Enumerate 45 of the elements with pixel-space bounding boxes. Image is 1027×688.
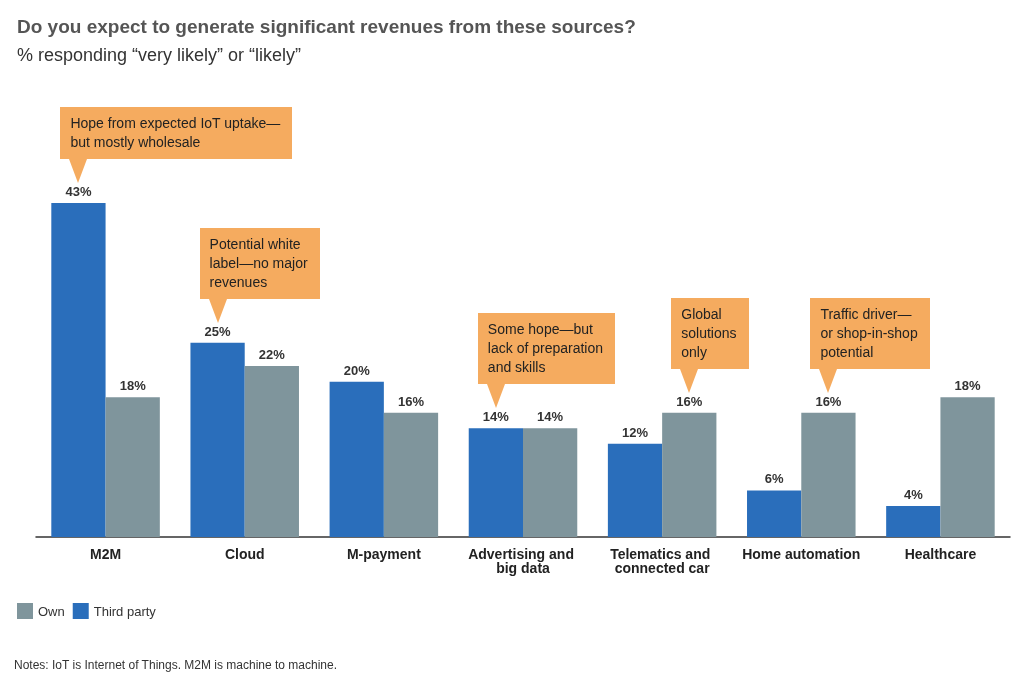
legend-label: Own bbox=[38, 603, 65, 619]
bar bbox=[801, 412, 856, 537]
data-label: 14% bbox=[482, 409, 510, 425]
annotation: Global solutions only bbox=[671, 297, 749, 369]
chart-title: Do you expect to generate significant revenues from these sources? bbox=[17, 16, 636, 37]
x-tick-label: M2M bbox=[90, 546, 122, 562]
bar bbox=[940, 397, 995, 537]
bar bbox=[244, 366, 299, 537]
data-label: 6% bbox=[764, 471, 784, 487]
bar bbox=[523, 428, 578, 537]
x-tick-label: Cloud bbox=[224, 546, 265, 562]
bar bbox=[747, 490, 802, 537]
text: Notes: IoT is Internet of Things. M2M is machine to machine. bbox=[14, 658, 338, 672]
data-label: 20% bbox=[343, 362, 371, 378]
bar bbox=[51, 203, 106, 537]
data-label: 16% bbox=[676, 393, 703, 409]
x-tick-label: Healthcare bbox=[904, 546, 977, 562]
bar bbox=[383, 412, 439, 537]
data-label: 4% bbox=[903, 486, 924, 502]
data-label: 43% bbox=[65, 184, 92, 199]
legend-label: Third party bbox=[93, 603, 157, 619]
annotation: Some hope—but lack of preparation and skills bbox=[477, 313, 616, 385]
x-tick-label: Advertising and big data bbox=[468, 546, 578, 576]
chart-subtitle: % responding “very likely” or “likely” bbox=[17, 45, 302, 65]
data-label: 18% bbox=[119, 378, 147, 394]
annotation: Potential white label—no major revenues bbox=[199, 227, 320, 299]
x-tick-label: Home automation bbox=[742, 546, 861, 562]
x-tick-label: M-payment bbox=[346, 546, 422, 562]
data-label: 18% bbox=[954, 378, 982, 394]
data-label: 16% bbox=[815, 393, 842, 409]
bar bbox=[468, 428, 523, 537]
x-tick-label: Telematics and connected car bbox=[610, 546, 715, 576]
bar bbox=[105, 397, 160, 537]
bar bbox=[329, 381, 384, 537]
text: Hope from expected IoT uptake— but mostly wholesale bbox=[60, 107, 293, 159]
data-label: 22% bbox=[258, 347, 286, 363]
data-label: 14% bbox=[537, 409, 564, 425]
data-label: 12% bbox=[621, 424, 649, 440]
bar bbox=[190, 342, 245, 537]
data-label: 16% bbox=[397, 393, 425, 409]
bar bbox=[662, 412, 717, 537]
bar bbox=[607, 443, 663, 537]
annotation: Traffic driver— or shop-in-shop potential bbox=[810, 297, 930, 369]
bar bbox=[886, 505, 941, 537]
data-label: 25% bbox=[204, 323, 232, 339]
